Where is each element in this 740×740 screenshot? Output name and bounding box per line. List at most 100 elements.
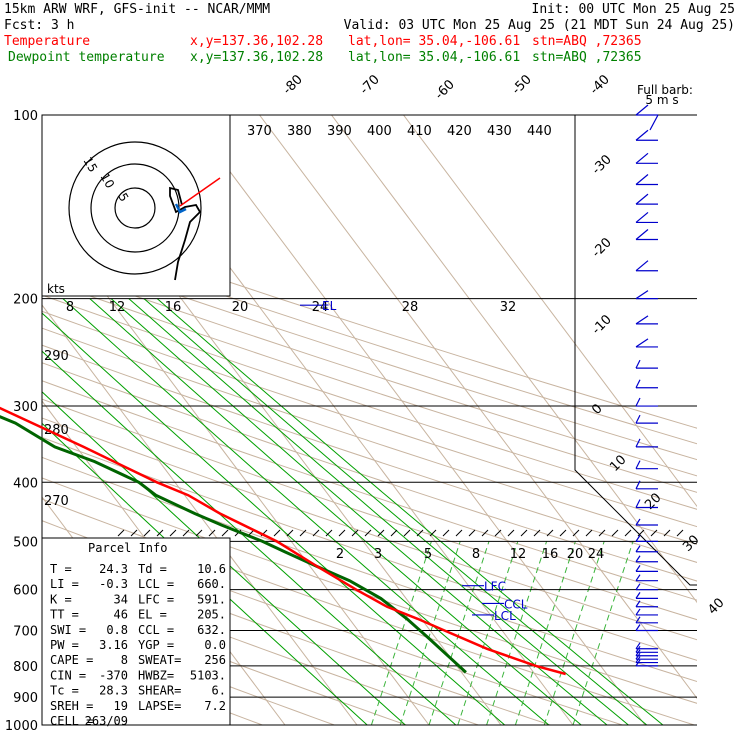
mixing-ratio-label: 12 <box>510 547 527 562</box>
parcel-info-cell: 28.3 <box>99 684 128 698</box>
moist-adiabat <box>572 541 634 725</box>
isotherm-label: -10 <box>589 312 615 338</box>
parcel-info-cell: CCL = <box>138 623 174 637</box>
pressure-tick-label: 700 <box>13 625 38 640</box>
mixing-ratio-label: 8 <box>66 300 74 315</box>
parcel-info-cell: Tc = <box>50 684 79 698</box>
parcel-info-cell: SWI = <box>50 623 86 637</box>
hatch-mark <box>221 529 229 537</box>
lcl-label: LCL <box>494 609 516 623</box>
temperature-line <box>0 406 567 676</box>
mixing-ratio-label: 5 <box>424 547 432 562</box>
mixing-ratio-label: 20 <box>567 547 584 562</box>
parcel-info-cell: LFC = <box>138 592 174 606</box>
parcel-info-title: Parcel Info <box>88 541 167 555</box>
isotherm-line <box>187 115 646 725</box>
isotherm-label: -40 <box>587 72 613 98</box>
hatch-mark <box>611 529 619 537</box>
hatch-mark <box>130 529 138 537</box>
parcel-info-cell: HWBZ= <box>138 668 174 682</box>
wind-barb-flag <box>635 499 641 508</box>
parcel-info-cell: 7.2 <box>204 699 226 713</box>
parcel-info-cell: CAPE = <box>50 653 93 667</box>
dry-adiabat <box>42 232 697 445</box>
mixing-ratio-label: 3 <box>374 547 382 562</box>
wind-barb-flag <box>635 600 641 608</box>
parcel-info-cell: 3.16 <box>99 638 128 652</box>
mixing-ratio-label: 16 <box>542 547 559 562</box>
hodograph-trace <box>169 186 202 281</box>
hatch-mark <box>195 529 203 537</box>
wind-barb-flag <box>635 260 649 272</box>
dry-adiabat <box>42 247 697 461</box>
hodograph-box <box>41 114 231 297</box>
pressure-tick-label: 800 <box>13 660 38 675</box>
theta-label: 420 <box>447 124 472 139</box>
moist-adiabat <box>370 541 432 725</box>
parcel-info-cell: LCL = <box>138 577 174 591</box>
wind-barb-flag <box>635 193 649 205</box>
isotherm-label: -70 <box>357 72 383 98</box>
hatch-mark <box>559 529 567 537</box>
hatch-mark <box>507 529 515 537</box>
isotherm-label: 40 <box>705 596 727 618</box>
parcel-info-cell: K = <box>50 592 72 606</box>
hatch-mark <box>325 529 333 537</box>
hatch-mark <box>286 529 294 537</box>
hatch-mark <box>676 529 684 537</box>
isotherm-line <box>42 304 358 725</box>
wind-barb-flag <box>635 438 641 448</box>
moist-adiabat <box>514 541 576 725</box>
sounding-profiles <box>0 304 567 676</box>
wind-barb-flag <box>635 555 641 563</box>
dry-adiabat <box>42 477 697 704</box>
wind-barb-flag <box>635 414 641 424</box>
hatch-mark <box>442 529 450 537</box>
mixing-ratio-label: 16 <box>165 300 182 315</box>
wind-barb-flag <box>635 129 649 141</box>
theta-label: 390 <box>327 124 352 139</box>
wind-barb-flag <box>635 545 641 553</box>
wind-barb-flag <box>635 152 649 164</box>
pressure-tick-label: 100 <box>13 109 38 124</box>
dewpoint-latlon: lat,lon= 35.04,-106.61 <box>348 50 520 65</box>
background-grid: 100 200 300 400 500 600 700 800 900 1000 -80 -70 -60… <box>5 72 728 734</box>
isotherm-label: -50 <box>509 72 535 98</box>
dry-adiabat <box>42 262 697 477</box>
moist-adiabat <box>486 541 548 725</box>
wind-barb-flag <box>635 379 641 389</box>
parcel-info-cell: T = <box>50 562 72 576</box>
mixing-ratio-label: 20 <box>232 300 249 315</box>
mixing-ratio-label: 28 <box>402 300 419 315</box>
theta-label: 400 <box>367 124 392 139</box>
wind-barb-flag <box>635 174 649 185</box>
dry-adiabat <box>42 398 697 621</box>
moist-adiabat <box>428 541 490 725</box>
hatch-mark <box>182 529 190 537</box>
mixing-ratio-label: 12 <box>109 300 126 315</box>
isotherm-line <box>259 115 697 700</box>
hodograph-ring <box>68 141 202 275</box>
wind-barb-flag <box>635 608 641 616</box>
hatch-mark <box>143 529 151 537</box>
hatch-mark <box>546 529 554 537</box>
wind-barb-flag <box>635 592 641 599</box>
wind-barb-flag <box>635 460 641 469</box>
parcel-info-cell: TT = <box>50 608 79 622</box>
parcel-info-cell: 591. <box>197 592 226 606</box>
hodograph-ring-label: 10 <box>97 171 117 191</box>
parcel-info-cell: 19 <box>114 699 128 713</box>
lfc-label: LFC <box>484 580 506 594</box>
right-boundary <box>574 115 697 586</box>
hodograph-ring <box>114 187 156 229</box>
isotherm-label: -20 <box>589 235 615 261</box>
hodograph-ring-label: 15 <box>80 155 100 175</box>
theta-label: 380 <box>287 124 312 139</box>
parcel-info-cell: SREH = <box>50 699 93 713</box>
hatch-mark <box>650 529 658 537</box>
mixing-ratio-label: 32 <box>500 300 517 315</box>
parcel-info-cell: 6. <box>212 684 226 698</box>
isotherm-label: 30 <box>680 533 702 555</box>
hatch-mark <box>481 529 489 537</box>
